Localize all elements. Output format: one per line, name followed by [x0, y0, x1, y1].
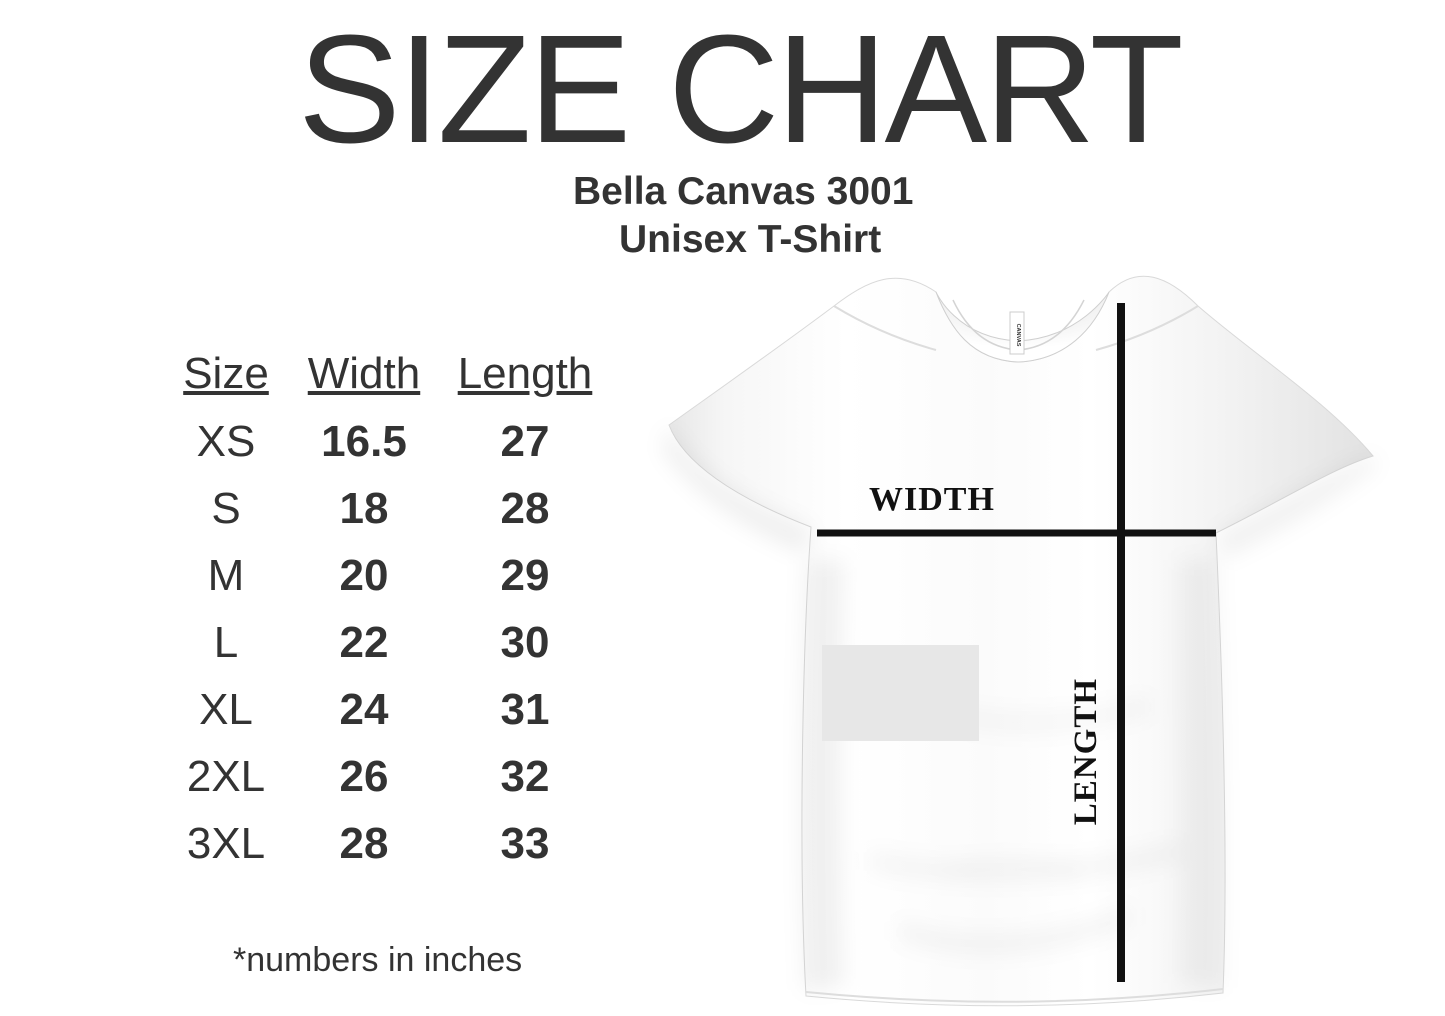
svg-text:CANVAS: CANVAS — [1015, 324, 1021, 347]
